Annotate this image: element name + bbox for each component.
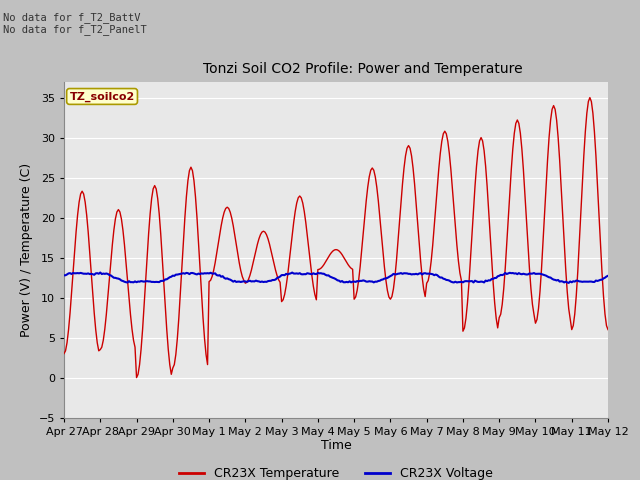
Text: No data for f_T2_BattV
No data for f_T2_PanelT: No data for f_T2_BattV No data for f_T2_… xyxy=(3,12,147,36)
Y-axis label: Power (V) / Temperature (C): Power (V) / Temperature (C) xyxy=(20,163,33,336)
Legend: CR23X Temperature, CR23X Voltage: CR23X Temperature, CR23X Voltage xyxy=(175,462,497,480)
Title: Tonzi Soil CO2 Profile: Power and Temperature: Tonzi Soil CO2 Profile: Power and Temper… xyxy=(204,62,523,76)
X-axis label: Time: Time xyxy=(321,439,351,453)
Text: TZ_soilco2: TZ_soilco2 xyxy=(69,91,134,102)
